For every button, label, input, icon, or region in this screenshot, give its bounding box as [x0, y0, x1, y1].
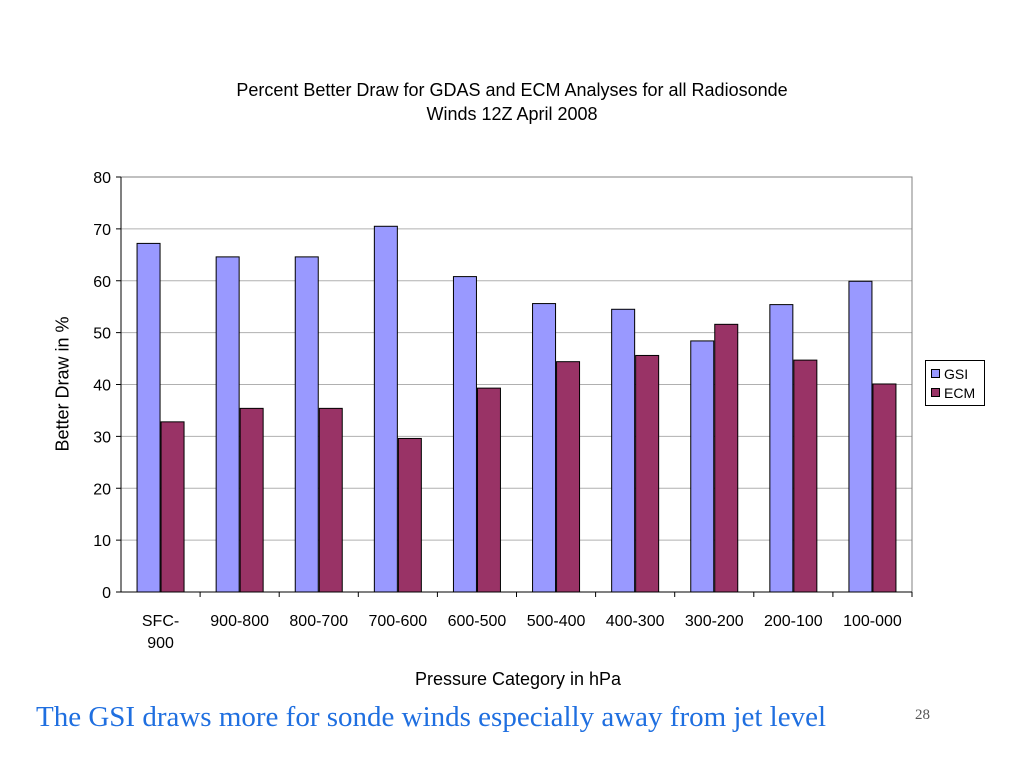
x-tick-labels: SFC-900 900-800 800-700 700-600 600-500 500-4…	[142, 613, 902, 652]
y-tick-label: 60	[93, 274, 111, 291]
chart-title-line-2: Winds 12Z April 2008	[426, 104, 598, 124]
x-tick-label: 800-700	[289, 613, 348, 630]
bar-ecm-200-100	[793, 359, 818, 593]
bar-gsi-200-100	[769, 304, 794, 593]
legend-label-gsi: GSI	[944, 365, 969, 382]
bar-gsi-300-200	[690, 340, 715, 593]
legend: GSI ECM	[925, 360, 985, 406]
slide-number: 28	[915, 707, 930, 723]
bar-chart: 0 10 20 30 40 50 60 70 80 SFC-900 900-800 800-700 7…	[93, 170, 913, 652]
y-axis-label: Better Draw in %	[52, 316, 73, 452]
legend-label-ecm: ECM	[944, 384, 976, 401]
x-tick-label: 400-300	[606, 613, 665, 630]
y-tick-label: 70	[93, 222, 111, 239]
bar-gsi-100-000	[848, 280, 873, 593]
x-tick-label: 100-000	[843, 613, 902, 630]
bar-ecm-400-300	[635, 354, 660, 593]
bar-gsi-sfc-900	[136, 242, 161, 593]
bar-ecm-700-600	[397, 437, 422, 593]
bar-gsi-700-600	[373, 225, 398, 593]
legend-swatch-gsi	[931, 369, 940, 378]
bar-gsi-900-800	[215, 256, 240, 593]
x-tick-label: 500-400	[527, 613, 586, 630]
y-tick-label: 80	[93, 170, 111, 187]
bar-gsi-800-700	[294, 256, 319, 593]
bar-ecm-900-800	[239, 407, 264, 593]
slide-caption: The GSI draws more for sonde winds espec…	[36, 701, 827, 733]
chart-title: Percent Better Draw for GDAS and ECM Ana…	[112, 78, 912, 126]
bar-gsi-400-300	[611, 308, 636, 593]
x-axis-label: Pressure Category in hPa	[414, 669, 622, 689]
bar-ecm-500-400	[556, 361, 581, 593]
y-tick-label: 50	[93, 326, 111, 343]
y-tick-label: 20	[93, 481, 111, 498]
chart-title-line-1: Percent Better Draw for GDAS and ECM Ana…	[236, 80, 788, 100]
y-tick-label: 30	[93, 429, 111, 446]
y-tick-labels: 0 10 20 30 40 50 60 70 80	[93, 170, 121, 602]
y-tick-label: 0	[102, 585, 111, 602]
y-tick-label: 10	[93, 533, 111, 550]
x-tick-label: 900-800	[210, 613, 269, 630]
bar-ecm-300-200	[714, 323, 739, 593]
bar-ecm-sfc-900	[160, 421, 185, 593]
bar-gsi-500-400	[532, 303, 557, 593]
bar-ecm-600-500	[476, 387, 501, 593]
bar-gsi-600-500	[452, 276, 477, 593]
legend-item-gsi: GSI	[931, 364, 984, 383]
y-tick-label: 40	[93, 378, 111, 395]
x-tick-label: SFC-900	[142, 613, 179, 652]
bar-ecm-100-000	[872, 383, 897, 593]
x-tick-label: 600-500	[448, 613, 507, 630]
legend-item-ecm: ECM	[931, 383, 984, 402]
legend-swatch-ecm	[931, 388, 940, 397]
x-tick-label: 700-600	[368, 613, 427, 630]
x-tick-label: 300-200	[685, 613, 744, 630]
x-tick-label: 200-100	[764, 613, 823, 630]
bar-ecm-800-700	[318, 407, 343, 593]
bars	[136, 225, 897, 593]
